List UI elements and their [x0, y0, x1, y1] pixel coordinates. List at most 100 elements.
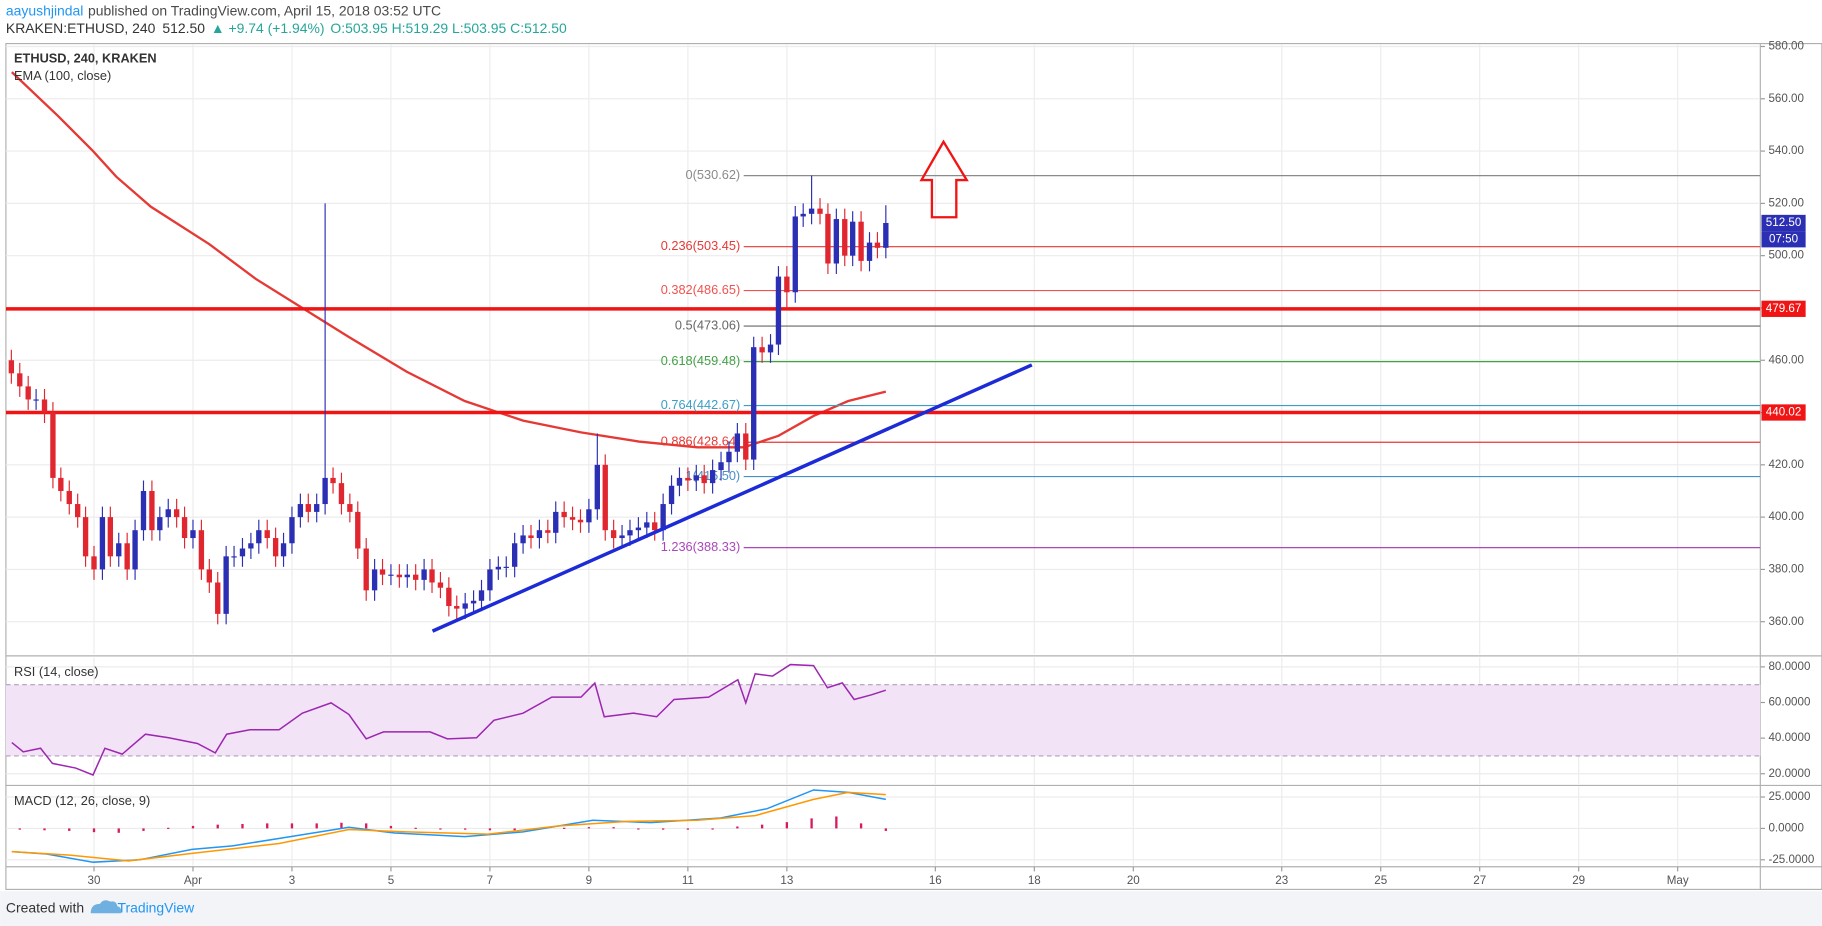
candle-body: [99, 517, 106, 570]
candle-body: [883, 222, 889, 248]
x-tick-label: 18: [1028, 874, 1041, 887]
histogram-bar: [587, 827, 591, 829]
histogram-bar: [488, 828, 492, 831]
candle-body: [825, 213, 831, 264]
histogram-bar: [835, 816, 838, 829]
x-tick-label: Apr: [184, 874, 202, 887]
candle-body: [355, 511, 361, 549]
candle-body: [314, 504, 320, 512]
publish-line: aayushjindal published on TradingView.com…: [6, 2, 441, 18]
candle-body: [454, 606, 460, 609]
panel-title: ETHUSD, 240, KRAKEN: [14, 51, 157, 66]
fib-label: 1.236(388.33): [661, 539, 741, 554]
y-tick-label: 400.00: [1768, 510, 1804, 523]
x-tick-label: 7: [487, 874, 493, 887]
y-tick-label: 40.0000: [1768, 731, 1810, 744]
candle-body: [91, 556, 97, 570]
x-tick-label: 3: [289, 874, 295, 887]
candle-body: [561, 511, 567, 518]
candle-body: [743, 433, 749, 460]
y-tick-label: 460.00: [1768, 353, 1804, 366]
candle-body: [528, 535, 534, 539]
candle-body: [75, 504, 81, 518]
histogram-bar: [661, 828, 665, 830]
candle-body: [660, 504, 666, 531]
candle-body: [396, 574, 403, 578]
last: 512.50: [162, 20, 205, 36]
x-tick-label: 13: [780, 874, 793, 887]
candle-body: [676, 477, 683, 486]
y-tick-label: 420.00: [1768, 458, 1804, 471]
candle-body: [272, 538, 279, 557]
histogram-bar: [686, 828, 690, 830]
trend-line: [431, 363, 1033, 633]
candle-body: [775, 276, 782, 345]
candle-body: [347, 504, 353, 512]
candle-body: [652, 522, 658, 531]
footer-brand[interactable]: TradingView: [117, 899, 195, 915]
histogram-bar: [612, 827, 615, 829]
candle-body: [280, 543, 287, 557]
candle-body: [553, 511, 559, 533]
y-tick-label: 540.00: [1768, 144, 1804, 157]
y-tick-label: 580.00: [1768, 40, 1804, 53]
candle-body: [256, 530, 262, 544]
candle-body: [66, 490, 72, 505]
candle-body: [297, 504, 304, 518]
candle-body: [421, 569, 427, 580]
candle-body: [545, 530, 551, 533]
candle-body: [33, 399, 39, 401]
histogram-bar: [389, 825, 393, 829]
y-tick-label: 380.00: [1768, 562, 1804, 575]
histogram-bar: [191, 825, 195, 829]
candle-body: [635, 527, 642, 531]
candle-body: [264, 530, 270, 539]
tradingview-logo: [90, 900, 122, 914]
candle-body: [17, 373, 23, 387]
histogram-bar: [810, 818, 813, 829]
histogram-bar: [68, 828, 71, 831]
candle-body: [792, 216, 798, 293]
legend-entry: EMA (100, close): [14, 68, 111, 83]
candle-body: [520, 535, 526, 544]
candle-body: [511, 543, 518, 567]
published: published on TradingView.com, April 15, …: [88, 2, 441, 18]
histogram-bar: [216, 824, 219, 829]
candle-body: [874, 242, 881, 248]
candle-body: [371, 569, 378, 591]
candle-body: [223, 556, 229, 614]
x-tick-label: 25: [1374, 874, 1387, 887]
candle-body: [124, 543, 130, 570]
y-tick-label: 560.00: [1768, 92, 1804, 105]
candle-body: [322, 477, 328, 505]
candle-body: [627, 530, 633, 536]
histogram-bar: [340, 822, 343, 829]
candle-body: [289, 517, 295, 544]
candle-body: [709, 470, 716, 484]
candle-body: [536, 530, 543, 539]
candle-body: [173, 509, 180, 518]
countdown-label: 07:50: [1769, 232, 1798, 245]
candle-body: [610, 530, 617, 539]
candle-body: [181, 517, 188, 539]
footer-bar: [0, 891, 1822, 926]
x-tick-label: 30: [88, 874, 101, 887]
candle-body: [429, 569, 435, 583]
candle-body: [577, 519, 584, 523]
candle-body: [668, 485, 675, 505]
histogram-bar: [266, 823, 269, 829]
up-arrow-annotation: [919, 139, 969, 219]
candle-body: [817, 208, 823, 214]
histogram-bar: [760, 824, 764, 829]
fib-label: 0.886(428.64): [661, 434, 741, 449]
candle-body: [149, 490, 155, 531]
candle-body: [842, 219, 848, 256]
candle-body: [215, 582, 221, 614]
y-tick-label: 20.0000: [1768, 767, 1810, 780]
publisher[interactable]: aayushjindal: [6, 2, 84, 18]
candle-body: [594, 464, 600, 510]
candle-body: [413, 574, 419, 580]
candle-body: [116, 543, 122, 557]
